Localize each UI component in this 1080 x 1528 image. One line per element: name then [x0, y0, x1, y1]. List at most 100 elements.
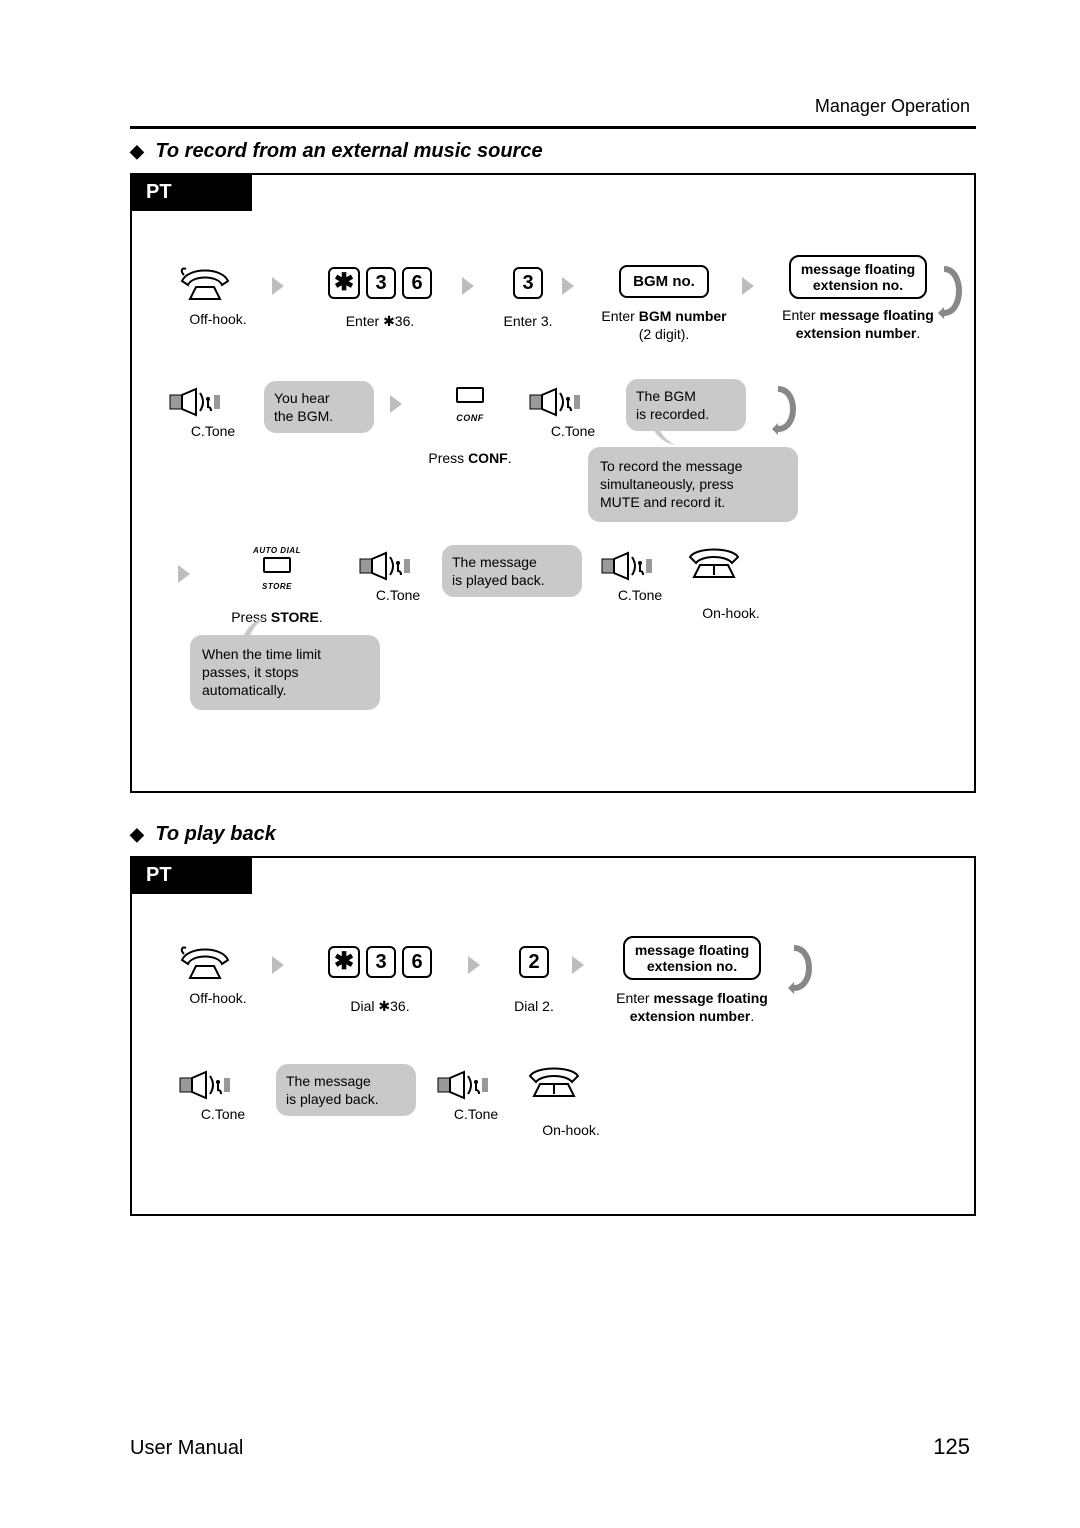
- timelimit-bubble: When the time limit passes, it stops aut…: [190, 635, 380, 710]
- arrow-icon: [572, 956, 590, 974]
- keyrow-star36-2: ✱ 3 6: [328, 946, 432, 978]
- arrow-icon: [390, 395, 408, 413]
- ctone-step-3: C.Tone: [358, 551, 438, 605]
- store-button-graphic: AUTO DIAL STORE: [212, 541, 342, 593]
- phone-offhook-icon: [178, 261, 232, 305]
- onhook-caption: On-hook.: [686, 605, 776, 623]
- dial36-caption: Dial ✱36.: [310, 998, 450, 1016]
- key-6: 6: [402, 267, 432, 299]
- phone-offhook-icon: [178, 940, 232, 984]
- ctone-caption-4: C.Tone: [600, 587, 680, 605]
- mfext-caption: Enter message floating extension number.: [768, 307, 948, 342]
- key-6-2: 6: [402, 946, 432, 978]
- press-store-caption: Press STORE.: [212, 609, 342, 627]
- store-step: AUTO DIAL STORE Press STORE.: [212, 541, 342, 627]
- mfext-box-2: message floatingextension no.: [623, 936, 761, 980]
- speaker-icon: [178, 1070, 232, 1100]
- mute-tip-bubble: To record the message simultaneously, pr…: [588, 447, 798, 522]
- page: Manager Operation ◆ To record from an ex…: [0, 0, 1080, 1528]
- offhook-caption-2: Off-hook.: [178, 990, 258, 1008]
- arrow-icon: [742, 277, 760, 295]
- ctone-step-4: C.Tone: [600, 551, 680, 605]
- diamond-icon: ◆: [130, 141, 144, 161]
- bgmno-step: BGM no. Enter BGM number (2 digit).: [594, 265, 734, 343]
- speaker-icon: [436, 1070, 490, 1100]
- mfext-caption-2: Enter message floating extension number.: [602, 990, 782, 1025]
- ctone-caption-3: C.Tone: [358, 587, 438, 605]
- keyrow-star36: ✱ 3 6: [328, 267, 432, 299]
- ctone-step-6: C.Tone: [436, 1070, 516, 1124]
- onhook-step: On-hook.: [686, 545, 776, 623]
- offhook-caption: Off-hook.: [178, 311, 258, 329]
- ctone-caption-1: C.Tone: [168, 423, 258, 441]
- loop-arrow-icon: [938, 261, 968, 321]
- top-rule: [130, 126, 976, 129]
- ctone-step-1: C.Tone: [168, 387, 258, 441]
- onhook-step-2: On-hook.: [526, 1064, 616, 1140]
- arrow-icon: [462, 277, 480, 295]
- section2-title-text: To play back: [155, 823, 275, 845]
- key-star: ✱: [328, 267, 360, 299]
- key-3: 3: [366, 267, 396, 299]
- arrow-icon: [178, 565, 196, 583]
- mfext-step-2: message floatingextension no. Enter mess…: [602, 936, 782, 1025]
- speaker-icon: [168, 387, 222, 417]
- loop-arrow-icon: [772, 381, 802, 437]
- key-2: 2: [519, 946, 549, 978]
- offhook-step-2: Off-hook.: [178, 940, 258, 1008]
- key-3b: 3: [513, 267, 543, 299]
- key2-step: 2 Dial 2.: [504, 946, 564, 1016]
- ctone-step-2: C.Tone: [528, 387, 618, 441]
- bgmno-caption: Enter BGM number (2 digit).: [594, 308, 734, 343]
- store-key-icon: [263, 557, 291, 573]
- bgmno-sub: (2 digit).: [639, 326, 690, 342]
- onhook-caption-2: On-hook.: [526, 1122, 616, 1140]
- phone-onhook-icon: [686, 545, 742, 581]
- header-section: Manager Operation: [815, 96, 970, 117]
- store-label: STORE: [262, 582, 292, 591]
- bgmno-box: BGM no.: [619, 265, 709, 298]
- section1-title: ◆ To record from an external music sourc…: [130, 140, 976, 163]
- mfext-step: message floatingextension no. Enter mess…: [768, 255, 948, 342]
- star36-step-2: ✱ 3 6 Dial ✱36.: [310, 946, 450, 1016]
- pt-tab-2: PT: [132, 858, 252, 894]
- conf-label: CONF: [456, 413, 484, 423]
- procedure-box-2: PT Off-hook. ✱ 3 6 Dial ✱36.: [130, 856, 976, 1216]
- key3-step: 3 Enter 3.: [498, 267, 558, 331]
- hear-bgm-bubble: You hearthe BGM.: [264, 381, 374, 433]
- procedure-box-1: PT Off-hook. ✱ 3 6 Enter ✱36: [130, 173, 976, 793]
- press-conf-caption: Press CONF.: [420, 450, 520, 468]
- star36-step: ✱ 3 6 Enter ✱36.: [310, 267, 450, 331]
- bubble-tail-icon: [652, 423, 682, 447]
- offhook-step: Off-hook.: [178, 261, 258, 329]
- loop-arrow-icon: [788, 940, 818, 996]
- enter3-caption: Enter 3.: [498, 313, 558, 331]
- speaker-icon: [528, 387, 582, 417]
- arrow-icon: [468, 956, 486, 974]
- section1-title-text: To record from an external music source: [155, 140, 542, 162]
- conf-step: CONF Press CONF.: [420, 387, 520, 468]
- played-back-bubble: The messageis played back.: [442, 545, 582, 597]
- conf-button-graphic: CONF: [420, 387, 520, 426]
- autodial-label: AUTO DIAL: [253, 546, 301, 555]
- arrow-icon: [272, 956, 290, 974]
- arrow-icon: [272, 277, 290, 295]
- ctone-caption-2: C.Tone: [528, 423, 618, 441]
- arrow-icon: [562, 277, 580, 295]
- bgm-recorded-bubble: The BGMis recorded.: [626, 379, 746, 431]
- dial2-caption: Dial 2.: [504, 998, 564, 1016]
- bgmno-bold: BGM number: [639, 308, 727, 324]
- speaker-icon: [600, 551, 654, 581]
- footer-page-number: 125: [933, 1434, 970, 1460]
- canvas2: Off-hook. ✱ 3 6 Dial ✱36. 2 Dial 2.: [132, 894, 974, 1218]
- phone-onhook-icon: [526, 1064, 582, 1100]
- key-star-2: ✱: [328, 946, 360, 978]
- conf-key-icon: [456, 387, 484, 403]
- canvas1: Off-hook. ✱ 3 6 Enter ✱36. 3 Enter 3.: [132, 211, 974, 795]
- diamond-icon: ◆: [130, 824, 144, 844]
- section2-title: ◆ To play back: [130, 823, 976, 846]
- ctone-caption-5: C.Tone: [178, 1106, 268, 1124]
- played-back-bubble-2: The messageis played back.: [276, 1064, 416, 1116]
- key-3-2: 3: [366, 946, 396, 978]
- speaker-icon: [358, 551, 412, 581]
